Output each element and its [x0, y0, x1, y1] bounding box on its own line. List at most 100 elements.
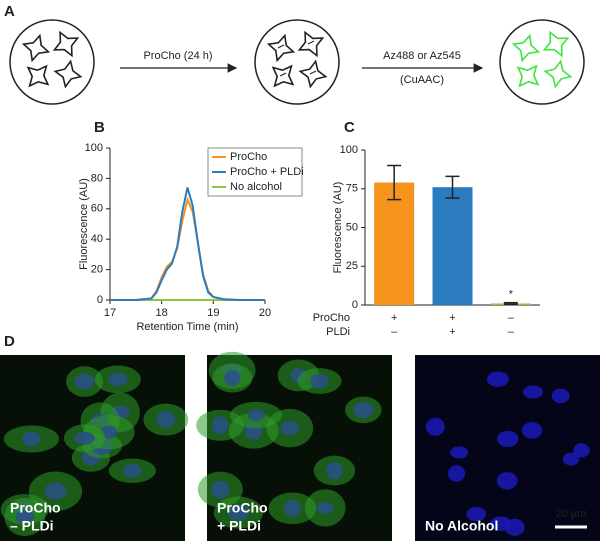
y-tick-label: 50	[346, 221, 358, 233]
legend-label: ProCho	[230, 151, 267, 163]
nucleus	[523, 385, 544, 399]
scale-bar-label: 20 µm	[556, 508, 587, 520]
cell	[297, 30, 325, 58]
nucleus	[44, 482, 67, 500]
y-tick-label: 40	[91, 233, 103, 245]
cell	[543, 59, 573, 89]
nucleus	[497, 430, 519, 448]
bar	[374, 182, 415, 305]
scheme: ProCho (24 h) Az488 or Az545 (CuAAC)	[9, 19, 585, 105]
legend-label: No alcohol	[230, 181, 282, 193]
nucleus	[496, 472, 518, 490]
nucleus	[466, 506, 486, 522]
panel-letter: C	[344, 119, 355, 136]
y-tick-label: 0	[97, 294, 103, 306]
nucleus	[107, 372, 128, 386]
legend-label: ProCho + PLDi	[230, 166, 304, 178]
y-tick-label: 20	[91, 264, 103, 276]
nucleus	[504, 518, 525, 536]
error-bar	[387, 164, 402, 201]
cell	[52, 30, 80, 58]
panel-letter: A	[4, 3, 15, 20]
nucleus	[310, 373, 329, 389]
micrograph	[415, 355, 600, 541]
nucleus	[280, 420, 300, 436]
nucleus	[447, 465, 466, 482]
probe	[309, 70, 317, 75]
cells	[21, 30, 573, 89]
nucleus	[156, 411, 176, 429]
probe	[277, 44, 285, 49]
line	[110, 196, 265, 301]
cell	[298, 59, 328, 89]
cell	[26, 64, 50, 88]
y-tick-label: 100	[85, 142, 103, 154]
cell	[271, 64, 295, 88]
probe	[279, 72, 287, 77]
x-axis-label: Retention Time (min)	[136, 321, 238, 333]
nucleus	[353, 401, 374, 418]
cell-dish	[9, 19, 95, 105]
x-tick-label: 18	[156, 307, 168, 319]
step-label: Az488 or Az545	[383, 50, 461, 62]
cell-dish	[254, 19, 340, 105]
y-axis-label: Fluorescence (AU)	[332, 182, 344, 274]
nucleus	[211, 416, 229, 435]
x-tick-label: 20	[259, 307, 271, 319]
nucleus	[22, 431, 41, 447]
nucleus	[486, 371, 509, 387]
step-note: (CuAAC)	[400, 74, 444, 86]
nucleus	[211, 480, 230, 499]
condition-value: –	[391, 326, 398, 338]
condition-name: PLDi	[326, 326, 350, 338]
nucleus	[284, 499, 301, 517]
y-tick-label: 75	[346, 183, 358, 195]
nucleus	[15, 510, 35, 524]
cell	[516, 64, 540, 88]
nucleus	[123, 463, 142, 478]
nucleus	[247, 408, 265, 421]
panel-letter: B	[94, 119, 105, 136]
nucleus	[224, 370, 241, 386]
cell	[266, 33, 296, 63]
y-axis-label: Fluorescence (AU)	[78, 178, 90, 270]
bar	[432, 187, 473, 305]
nucleus	[316, 501, 334, 514]
nucleus	[227, 504, 250, 521]
condition-value: +	[449, 312, 455, 324]
x-tick-label: 19	[207, 307, 219, 319]
micrographs: ProCho – PLDi ProCho + PLDi No Alcohol 20 µm	[0, 351, 600, 541]
cell	[53, 59, 83, 89]
nucleus	[100, 425, 118, 439]
y-tick-label: 80	[91, 172, 103, 184]
micrograph-label: ProCho	[10, 500, 61, 516]
nucleus	[562, 452, 580, 466]
nucleus	[551, 388, 570, 404]
condition-value: –	[508, 312, 515, 324]
cell-dish	[499, 19, 585, 105]
cell	[542, 30, 570, 58]
x-tick-label: 17	[104, 307, 116, 319]
condition-value: –	[508, 326, 515, 338]
condition-value: +	[449, 326, 455, 338]
y-tick-label: 100	[340, 144, 358, 156]
panel-letter: D	[4, 333, 15, 350]
micrograph-label: No Alcohol	[425, 518, 498, 534]
annotation: *	[509, 289, 514, 301]
y-tick-label: 25	[346, 260, 358, 272]
error-bar	[445, 175, 460, 199]
condition-value: +	[391, 312, 397, 324]
y-tick-label: 60	[91, 203, 103, 215]
condition-name: ProCho	[313, 312, 350, 324]
micrograph-label: + PLDi	[217, 518, 261, 534]
micrograph-label: ProCho	[217, 500, 268, 516]
cell	[511, 33, 541, 63]
nucleus	[326, 461, 343, 480]
nucleus	[450, 446, 469, 459]
nucleus	[521, 422, 543, 439]
probe	[307, 40, 315, 45]
nucleus	[425, 417, 445, 436]
error-bar	[503, 301, 518, 305]
step-label: ProCho (24 h)	[143, 50, 212, 62]
